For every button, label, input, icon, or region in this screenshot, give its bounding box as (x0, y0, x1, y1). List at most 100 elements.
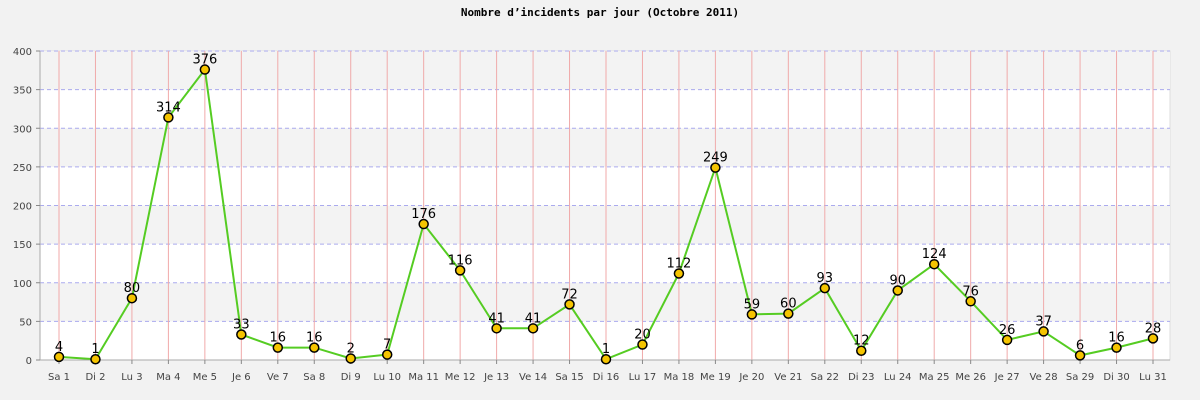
data-label: 90 (889, 273, 906, 288)
data-label: 1 (602, 342, 610, 357)
data-label: 249 (703, 151, 728, 166)
data-label: 41 (525, 311, 542, 326)
y-tick-label: 200 (13, 202, 32, 213)
data-point (53, 351, 65, 363)
x-tick-label: Lu 3 (121, 372, 142, 383)
x-tick-label: Lu 31 (1139, 372, 1167, 383)
data-label: 16 (306, 331, 323, 346)
data-label: 176 (411, 207, 436, 222)
data-label: 20 (634, 328, 651, 343)
data-label: 28 (1145, 321, 1162, 336)
x-tick-label: Je 6 (231, 372, 251, 383)
y-tick-label: 50 (19, 317, 32, 328)
data-label: 16 (270, 331, 287, 346)
y-tick-label: 150 (13, 240, 32, 251)
x-tick-label: Ma 11 (408, 372, 439, 383)
x-tick-label: Sa 8 (303, 372, 325, 383)
data-point (272, 342, 284, 353)
data-label: 37 (1035, 314, 1052, 329)
x-tick-label: Di 2 (85, 372, 105, 383)
data-point (710, 162, 721, 173)
x-tick-label: Lu 24 (884, 372, 912, 383)
y-tick-label: 100 (13, 279, 32, 290)
y-tick-label: 350 (13, 86, 32, 97)
data-point (856, 345, 867, 356)
x-tick-label: Lu 10 (373, 372, 401, 383)
x-tick-label: Sa 1 (48, 372, 70, 383)
x-tick-label: Di 23 (848, 372, 874, 383)
data-point (1074, 350, 1086, 361)
data-label: 376 (192, 53, 217, 68)
data-point (928, 258, 940, 270)
data-label: 6 (1076, 338, 1084, 353)
data-point (527, 323, 539, 334)
x-tick-label: Je 27 (994, 372, 1020, 383)
x-tick-label: Ma 4 (156, 372, 180, 383)
data-label: 12 (853, 334, 870, 349)
x-tick-label: Ve 21 (774, 372, 802, 383)
data-point (892, 285, 903, 296)
data-point (126, 292, 138, 304)
y-tick-label: 250 (13, 163, 32, 174)
x-tick-label: Sa 15 (555, 372, 583, 383)
x-tick-label: Je 20 (738, 372, 764, 383)
data-point (90, 353, 101, 365)
x-tick-label: Sa 22 (811, 372, 839, 383)
data-point (309, 342, 320, 353)
grid-band (40, 205, 1170, 245)
data-label: 76 (962, 284, 979, 299)
data-point (163, 112, 174, 123)
data-point (1147, 333, 1159, 344)
data-point (600, 353, 612, 365)
data-point (783, 308, 794, 319)
data-point (1038, 326, 1049, 337)
data-label: 59 (744, 297, 761, 312)
data-label: 33 (233, 318, 250, 333)
data-point (637, 339, 648, 350)
data-label: 16 (1108, 331, 1125, 346)
x-tick-label: Lu 17 (629, 372, 657, 383)
data-point (965, 296, 976, 307)
data-point (199, 64, 211, 75)
y-tick-label: 300 (13, 124, 32, 135)
data-point (819, 282, 831, 294)
x-tick-label: Ma 18 (664, 372, 695, 383)
x-tick-label: Di 30 (1103, 372, 1129, 383)
data-label: 93 (817, 271, 834, 286)
x-tick-label: Me 12 (445, 372, 476, 383)
data-point (1111, 342, 1122, 353)
x-tick-label: Me 5 (193, 372, 217, 383)
x-tick-label: Di 9 (341, 372, 361, 383)
data-label: 41 (488, 311, 505, 326)
data-label: 80 (124, 281, 141, 296)
x-tick-label: Me 26 (955, 372, 986, 383)
data-label: 7 (383, 338, 391, 353)
data-point (236, 329, 247, 340)
grid-band (40, 282, 1170, 322)
x-tick-label: Je 13 (483, 372, 509, 383)
data-label: 72 (561, 287, 578, 302)
data-label: 112 (667, 256, 692, 271)
data-label: 314 (156, 100, 181, 115)
x-tick-label: Di 16 (593, 372, 619, 383)
x-tick-label: Ve 28 (1030, 372, 1058, 383)
chart-title: Nombre d’incidents par jour (Octobre 201… (460, 6, 740, 19)
data-label: 1 (91, 342, 99, 357)
data-label: 26 (999, 323, 1016, 338)
data-point (345, 353, 356, 364)
data-point (418, 218, 429, 230)
data-point (564, 299, 575, 310)
y-tick-label: 0 (26, 356, 32, 367)
data-point (1001, 334, 1013, 346)
x-tick-label: Ma 25 (919, 372, 950, 383)
data-label: 4 (55, 340, 63, 355)
data-label: 60 (780, 297, 797, 312)
grid-band (40, 128, 1170, 167)
x-tick-label: Sa 29 (1066, 372, 1094, 383)
data-point (381, 349, 393, 360)
x-tick-label: Ve 14 (519, 372, 547, 383)
data-label: 116 (448, 253, 473, 268)
y-tick-label: 400 (13, 47, 32, 58)
